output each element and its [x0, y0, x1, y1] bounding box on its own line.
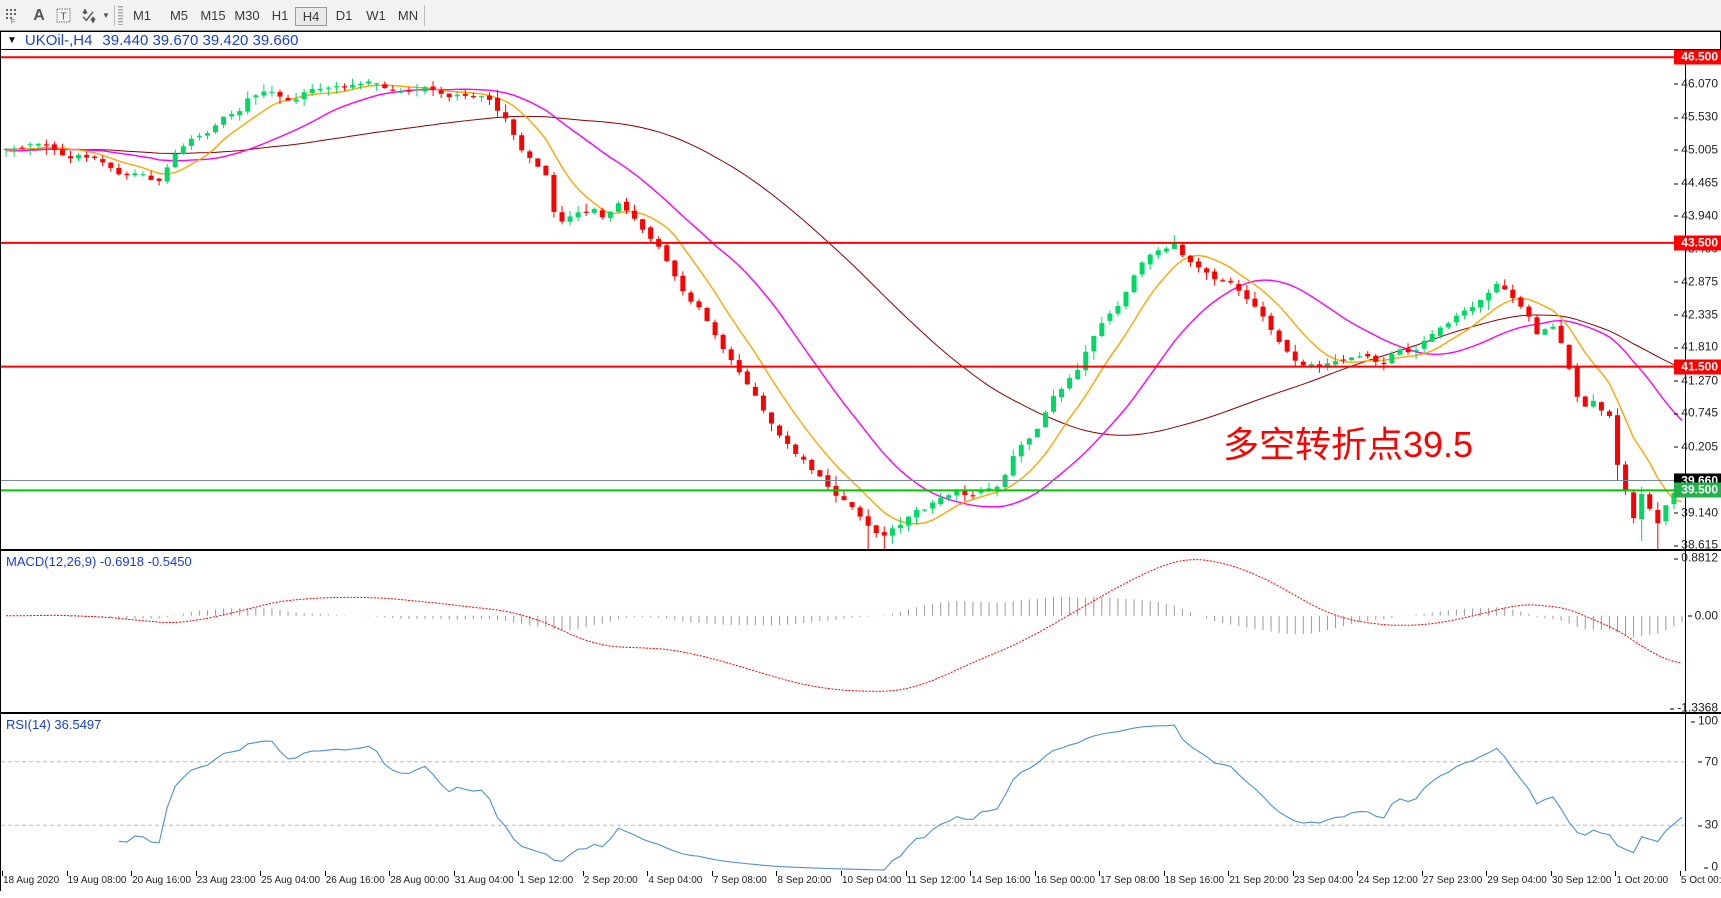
svg-text:F: F [11, 18, 15, 24]
svg-text:多空转折点39.5: 多空转折点39.5 [1223, 424, 1473, 465]
svg-text:T: T [60, 11, 66, 22]
